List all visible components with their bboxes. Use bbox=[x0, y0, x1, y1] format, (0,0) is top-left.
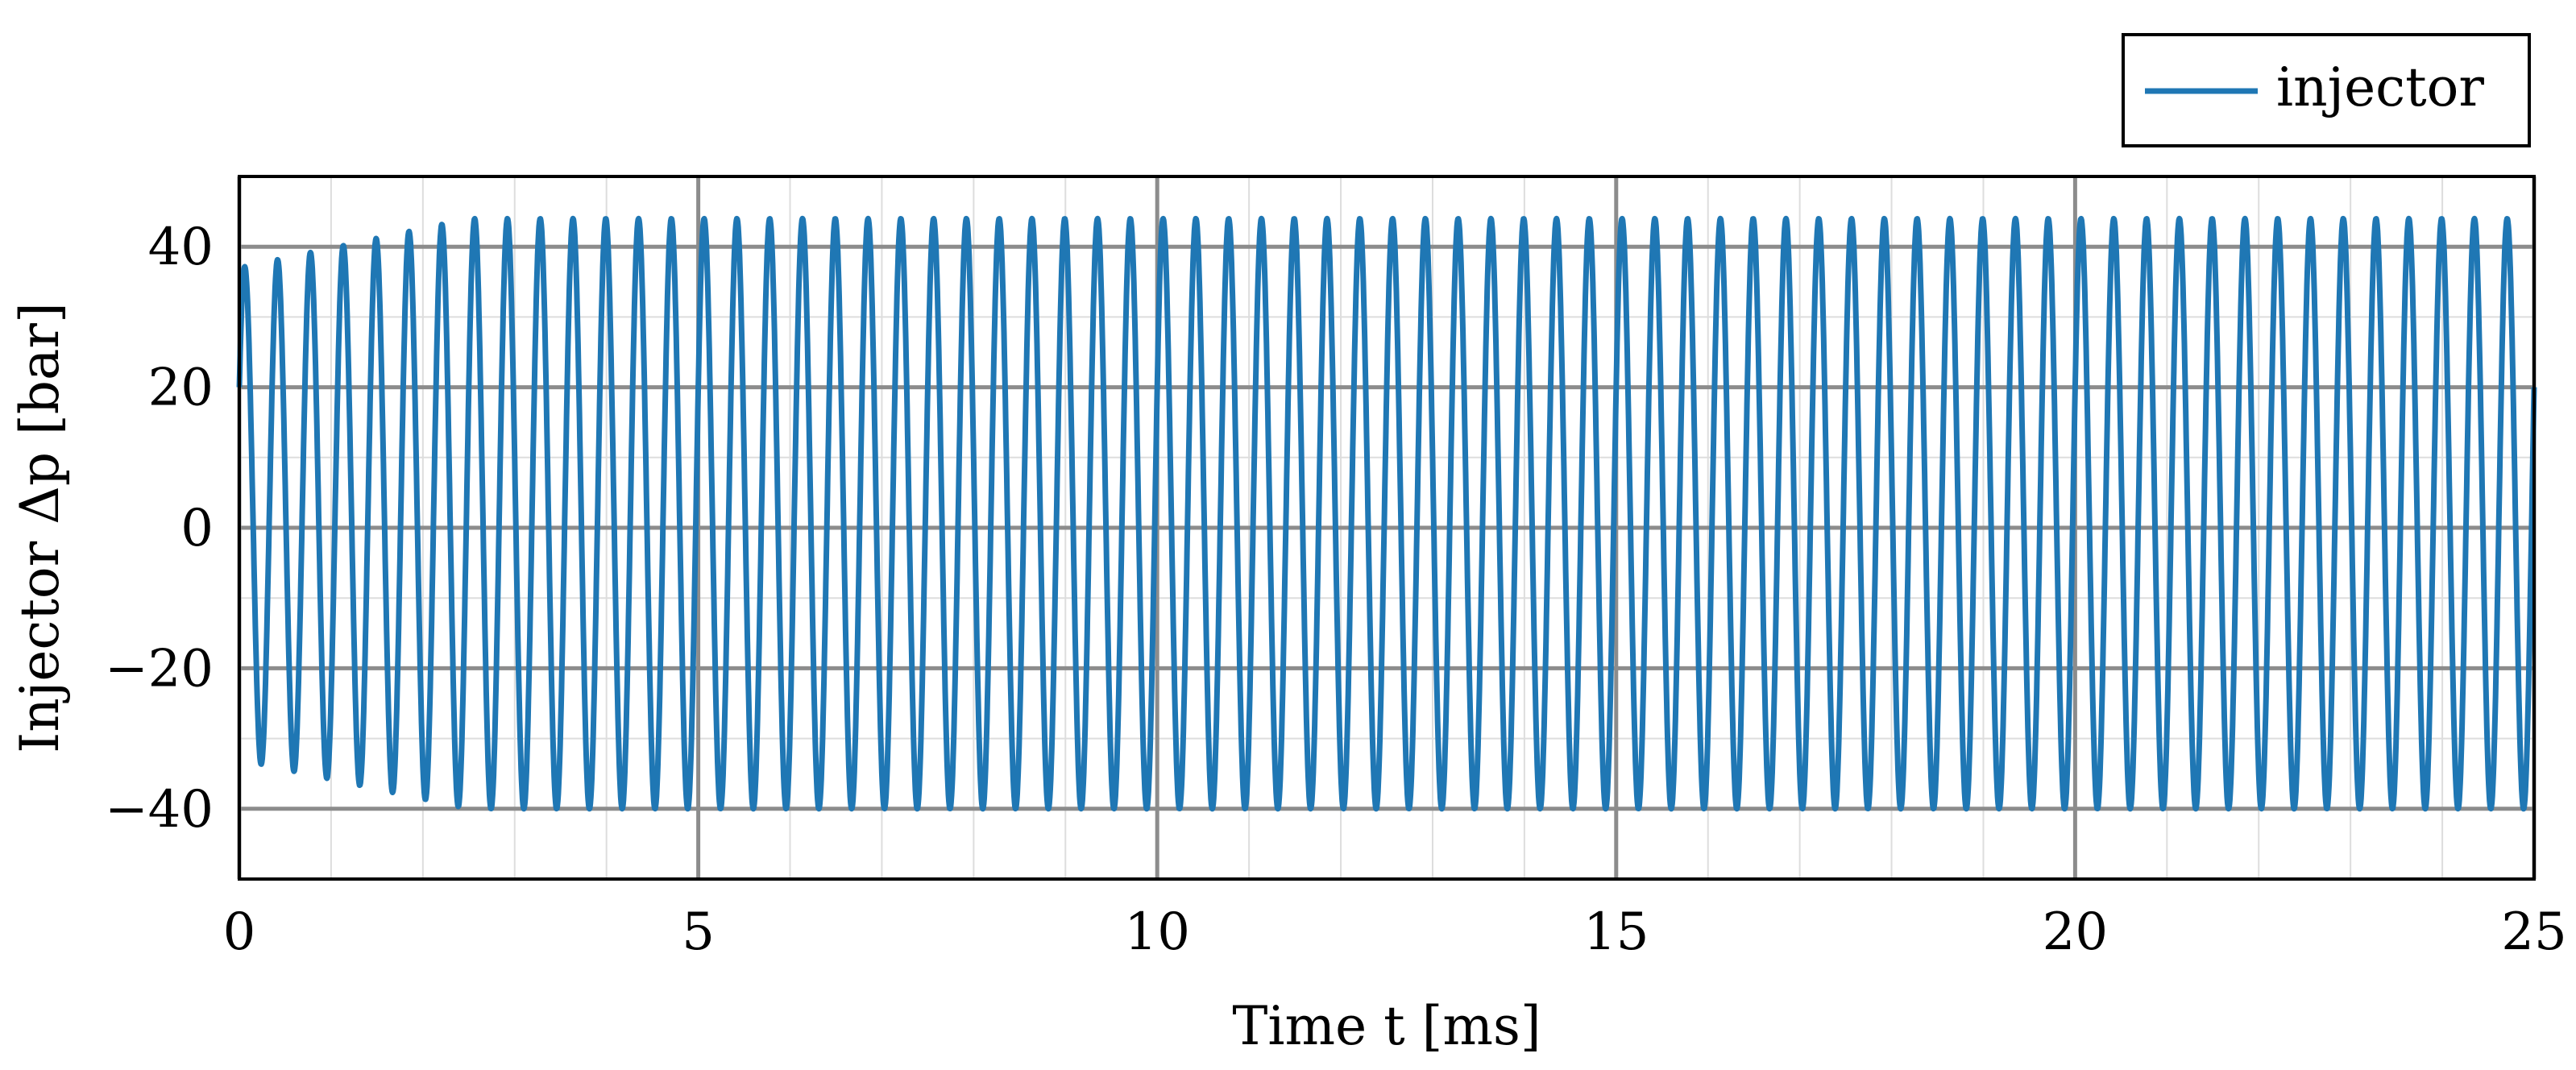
series-line-injector bbox=[236, 215, 2537, 812]
x-axis-title: Time t [ms] bbox=[1232, 995, 1541, 1057]
series-layer bbox=[236, 215, 2537, 812]
x-tick-label: 10 bbox=[1124, 902, 1189, 962]
x-tick-label: 0 bbox=[223, 902, 256, 962]
x-tick-label: 15 bbox=[1583, 902, 1649, 962]
x-tick-label: 25 bbox=[2501, 902, 2566, 962]
y-tick-label: 0 bbox=[180, 499, 214, 558]
y-tick-labels: −40 −20 0 20 40 bbox=[105, 218, 214, 840]
y-tick-label: 20 bbox=[148, 359, 214, 418]
y-tick-label: 40 bbox=[148, 218, 214, 277]
plot-frame bbox=[238, 175, 2536, 881]
x-tick-label: 5 bbox=[682, 902, 715, 962]
y-axis-title: Injector Δp [bar] bbox=[9, 302, 71, 753]
legend[interactable]: injector bbox=[2122, 33, 2531, 147]
legend-label-injector: injector bbox=[2276, 56, 2484, 118]
x-tick-labels: 0 5 10 15 20 25 bbox=[223, 902, 2567, 962]
x-tick-label: 20 bbox=[2043, 902, 2108, 962]
y-tick-label: −40 bbox=[105, 780, 214, 840]
y-tick-label: −20 bbox=[105, 639, 214, 699]
